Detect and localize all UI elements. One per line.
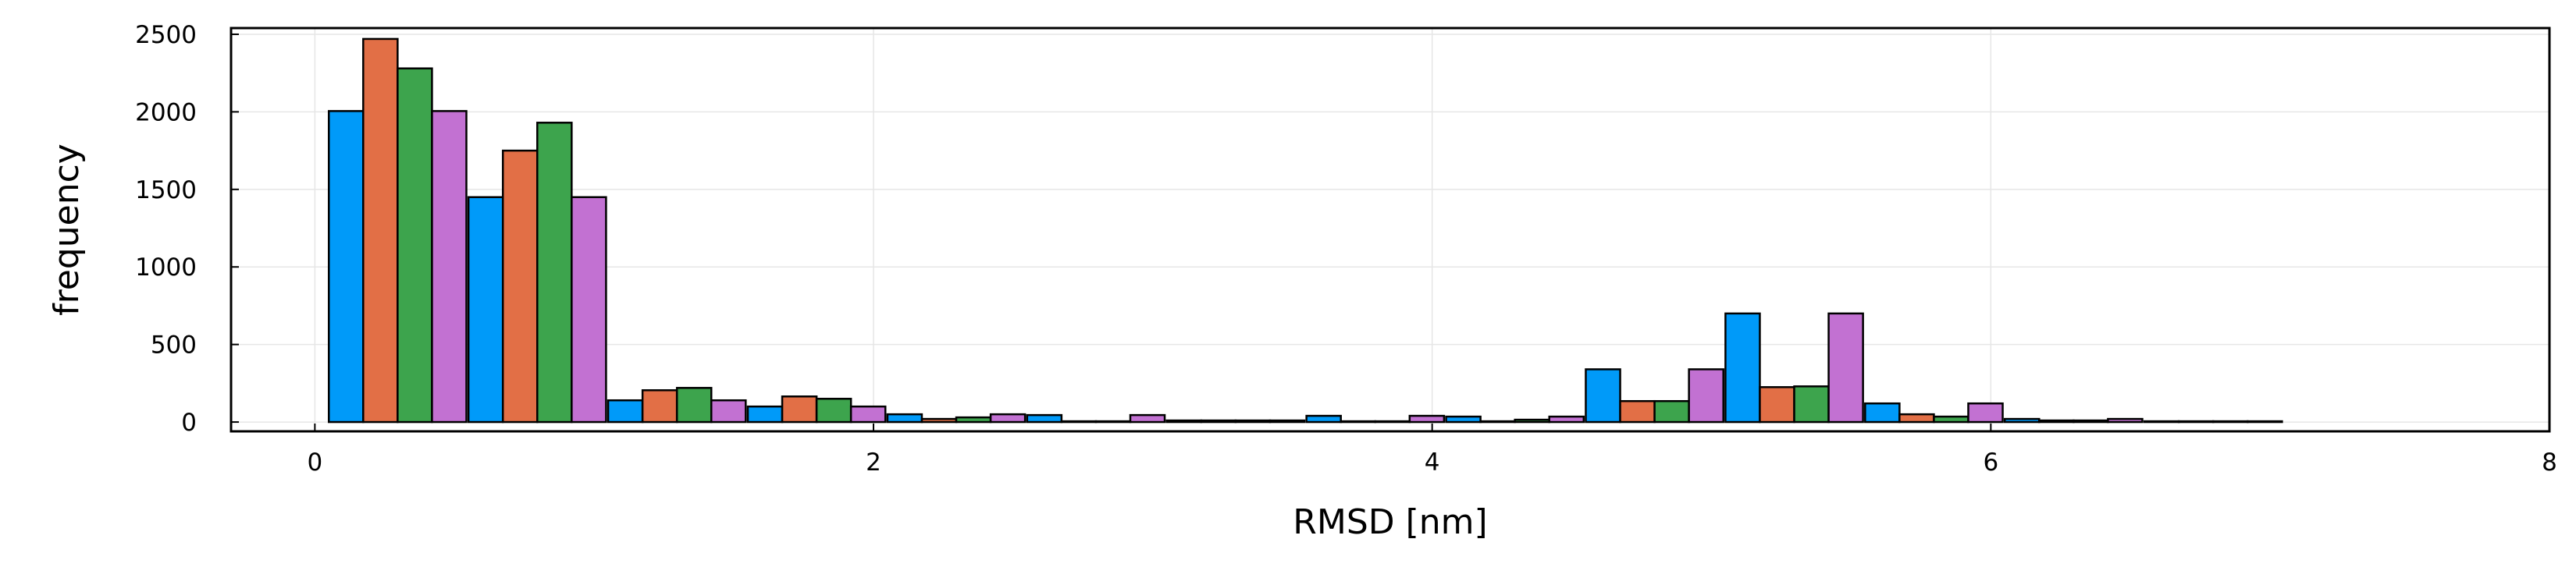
bar xyxy=(1094,420,1132,424)
bar xyxy=(710,399,747,424)
bar xyxy=(1514,418,1550,424)
bar xyxy=(501,149,539,424)
bar xyxy=(1305,414,1342,424)
bar xyxy=(362,37,399,424)
bar xyxy=(1827,312,1864,424)
bar xyxy=(746,405,784,424)
bar xyxy=(2212,420,2249,424)
bar xyxy=(1129,413,1166,424)
bar xyxy=(1234,419,1272,424)
y-axis-label: frequency xyxy=(47,144,87,316)
y-tick-label: 2000 xyxy=(135,98,197,126)
bar xyxy=(1445,415,1482,424)
x-tick-label: 6 xyxy=(1983,448,1998,477)
x-tick-label: 0 xyxy=(307,448,322,477)
bar xyxy=(1165,419,1203,424)
bar xyxy=(2003,417,2041,424)
bar xyxy=(397,67,433,424)
y-tick-label: 1000 xyxy=(135,254,197,282)
bar xyxy=(1585,368,1621,424)
bar xyxy=(886,413,923,424)
x-tick-label: 8 xyxy=(2542,448,2557,477)
plot-frame xyxy=(229,27,2551,433)
bar xyxy=(2143,420,2180,424)
bar xyxy=(781,395,818,424)
bar xyxy=(571,196,607,424)
bars xyxy=(327,37,2283,424)
x-tick-label: 2 xyxy=(866,448,881,477)
bar xyxy=(536,122,573,424)
axis-ticks: 0 2 4 6 8 0 500 1000 1500 2000 2500 xyxy=(135,21,2557,477)
bar xyxy=(2038,419,2075,424)
bar xyxy=(815,397,852,424)
y-tick-label: 0 xyxy=(181,409,197,437)
bar xyxy=(1967,402,2004,424)
bar xyxy=(2247,420,2283,424)
y-tick-label: 1500 xyxy=(135,176,197,204)
bar xyxy=(1898,413,1935,424)
bar xyxy=(2177,420,2215,424)
bar xyxy=(1759,386,1795,424)
bar xyxy=(1933,415,1969,424)
bar xyxy=(675,387,713,424)
bar xyxy=(1619,399,1656,424)
bar xyxy=(1060,420,1098,424)
bar xyxy=(607,399,644,424)
bar xyxy=(1864,402,1901,424)
bar xyxy=(1793,385,1830,424)
bar xyxy=(431,110,468,424)
bar xyxy=(1200,419,1237,424)
bar xyxy=(1340,420,1377,424)
y-tick-label: 500 xyxy=(151,332,197,360)
bar xyxy=(641,389,678,424)
bar xyxy=(1374,420,1411,424)
x-axis-label: RMSD [nm] xyxy=(1293,502,1487,542)
bar xyxy=(849,405,887,424)
bar xyxy=(989,413,1026,424)
y-tick-label: 2500 xyxy=(135,21,197,49)
bar xyxy=(1688,368,1724,424)
bar xyxy=(1268,419,1306,424)
bar xyxy=(1479,420,1516,424)
x-tick-label: 4 xyxy=(1425,448,1440,477)
bar xyxy=(1653,399,1690,424)
bar xyxy=(1548,415,1585,424)
bar xyxy=(1724,312,1761,424)
bar xyxy=(2073,419,2109,424)
bar xyxy=(1408,414,1446,424)
bar xyxy=(955,416,992,424)
bar xyxy=(467,196,504,424)
bar xyxy=(327,110,365,424)
bar xyxy=(920,417,958,424)
bar xyxy=(1026,413,1063,424)
bar xyxy=(2107,417,2144,424)
